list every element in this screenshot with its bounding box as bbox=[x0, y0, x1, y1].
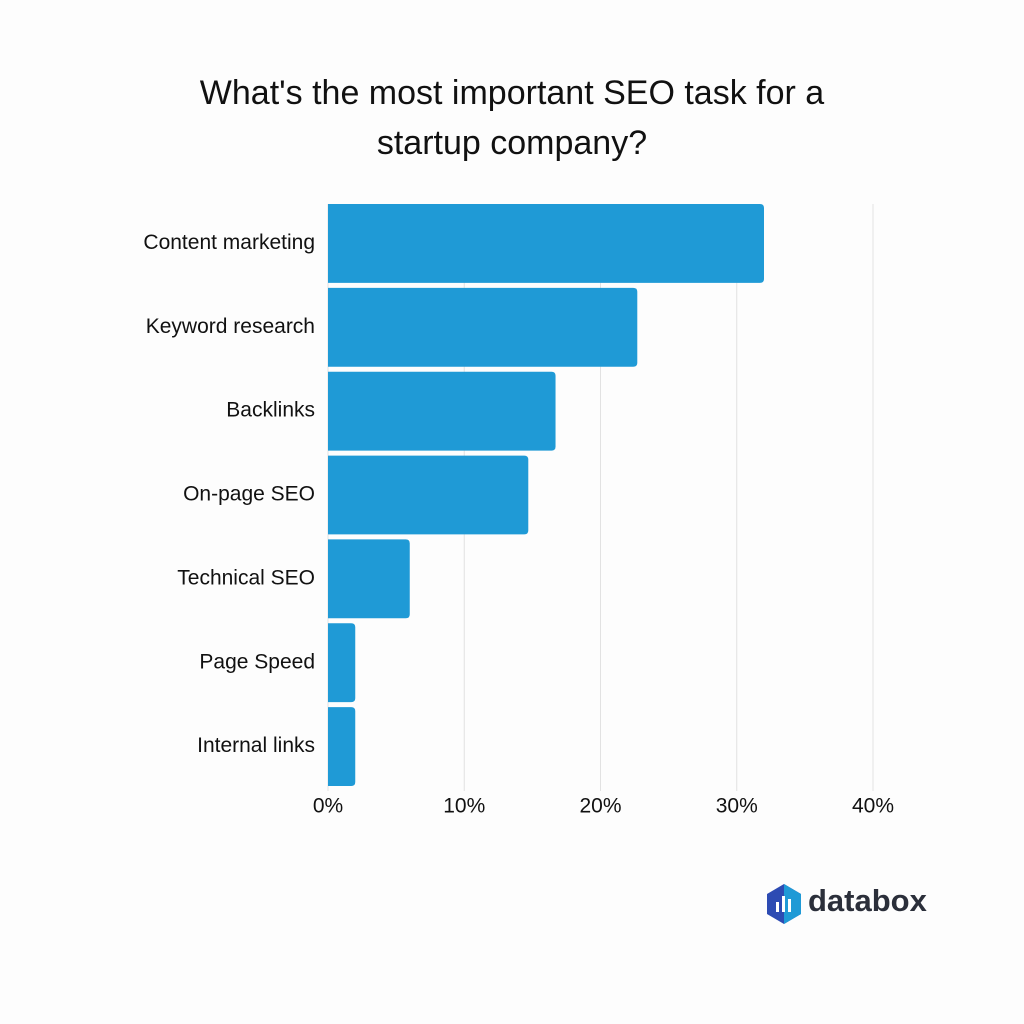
y-tick-label: Backlinks bbox=[226, 399, 315, 422]
bar bbox=[328, 204, 764, 283]
bar bbox=[328, 371, 556, 451]
bar bbox=[328, 707, 356, 786]
chart-title: What's the most important SEO task for a… bbox=[199, 74, 825, 162]
y-tick-label: Keyword research bbox=[146, 315, 315, 338]
y-tick-label: Internal links bbox=[197, 734, 315, 757]
y-tick-label: On-page SEO bbox=[183, 483, 315, 506]
y-tick-label: Technical SEO bbox=[177, 566, 315, 589]
x-tick-label: 40% bbox=[852, 795, 894, 818]
logo-icon bbox=[767, 884, 801, 924]
x-tick-label: 10% bbox=[443, 795, 485, 818]
x-tick-label: 30% bbox=[716, 795, 758, 818]
bar bbox=[328, 455, 529, 535]
bar bbox=[328, 539, 410, 619]
logo-text: databox bbox=[808, 883, 928, 918]
y-tick-label: Page Speed bbox=[199, 650, 315, 673]
bar bbox=[328, 623, 356, 703]
x-tick-label: 0% bbox=[313, 795, 343, 818]
x-tick-label: 20% bbox=[579, 795, 621, 818]
bar bbox=[328, 287, 638, 367]
y-tick-label: Content marketing bbox=[143, 231, 315, 254]
